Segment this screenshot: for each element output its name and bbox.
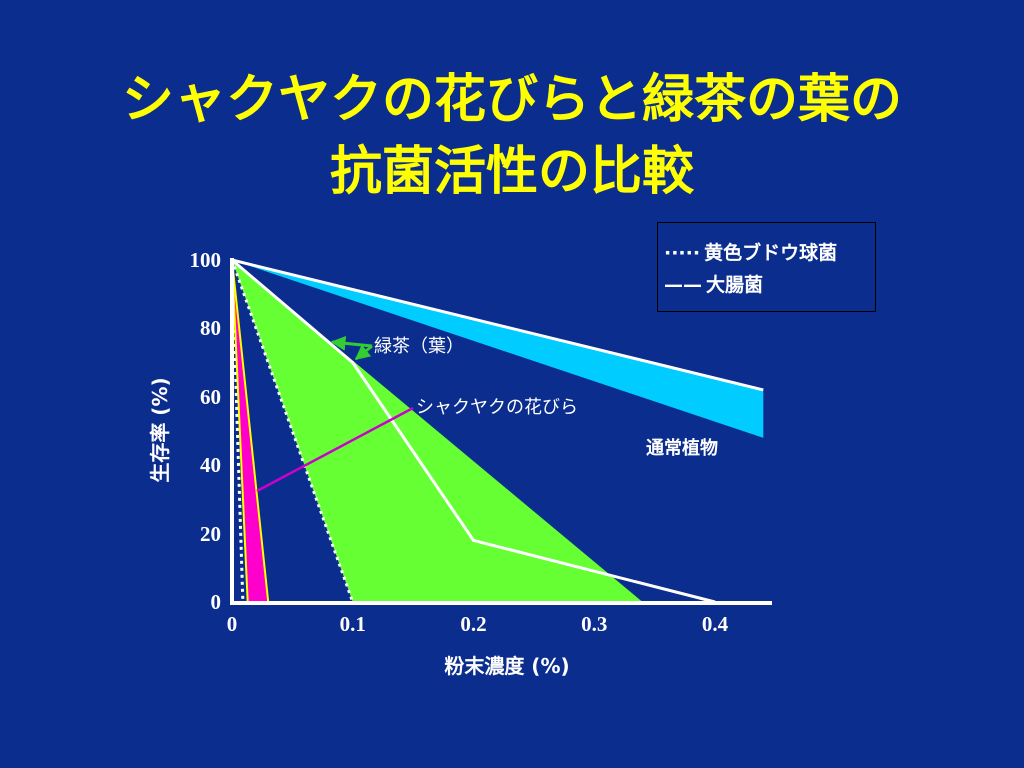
- dotted-series-line-2: [230, 259, 355, 603]
- slide-title: シャクヤクの花びらと緑茶の葉の 抗菌活性の比較: [0, 64, 1024, 208]
- x-tick-label: 0.3: [581, 612, 608, 636]
- x-axis-label: 粉末濃度 (%): [444, 654, 570, 678]
- green-tea-pointer-arrow-1: [330, 335, 373, 351]
- slide-title-line-1: シャクヤクの花びらと緑茶の葉の: [121, 70, 902, 130]
- slide-title-line-2: 抗菌活性の比較: [329, 142, 694, 202]
- y-tick-label: 20: [200, 521, 221, 546]
- peony-pointer-line: [256, 406, 414, 493]
- annotation-green-tea-leaf: 緑茶（葉）: [374, 336, 464, 357]
- band-green-tea-leaf: [232, 260, 643, 602]
- legend-item-staphylococcus: ····· 黄色ブドウ球菌: [664, 241, 837, 265]
- x-tick-label: 0: [226, 612, 238, 636]
- y-tick-label: 100: [189, 248, 222, 272]
- y-tick-label: 0: [210, 590, 222, 614]
- solid-series-line-1: [231, 258, 716, 604]
- annotation-peony-petal: シャクヤクの花びら: [416, 397, 578, 418]
- y-tick-label: 80: [200, 316, 221, 341]
- green-tea-pointer-arrow-2: [354, 344, 373, 361]
- solid-series-line-4: [231, 259, 249, 603]
- solid-series-line-0: [231, 258, 764, 392]
- axes: [230, 258, 772, 605]
- x-tick-label: 0.1: [339, 612, 366, 636]
- pointers-layer: [256, 335, 414, 493]
- annotation-ordinary-plants: 通常植物: [646, 438, 718, 459]
- legend: ····· 黄色ブドウ球菌 —— 大腸菌: [657, 222, 876, 312]
- legend-label: 黄色ブドウ球菌: [704, 242, 838, 264]
- solid-series-line-5: [231, 259, 270, 603]
- legend-item-e-coli: —— 大腸菌: [664, 273, 763, 297]
- band-ordinary-plants: [232, 260, 764, 438]
- y-tick-label: 60: [200, 384, 221, 409]
- y-axis-label: 生存率 (%): [148, 377, 172, 483]
- legend-dotted-marker: ·····: [664, 242, 701, 264]
- legend-label: 大腸菌: [706, 274, 764, 296]
- x-tick-label: 0.4: [701, 612, 729, 636]
- y-tick-label: 40: [200, 453, 221, 478]
- legend-solid-marker: ——: [664, 274, 702, 296]
- x-tick-label: 0.2: [460, 612, 487, 636]
